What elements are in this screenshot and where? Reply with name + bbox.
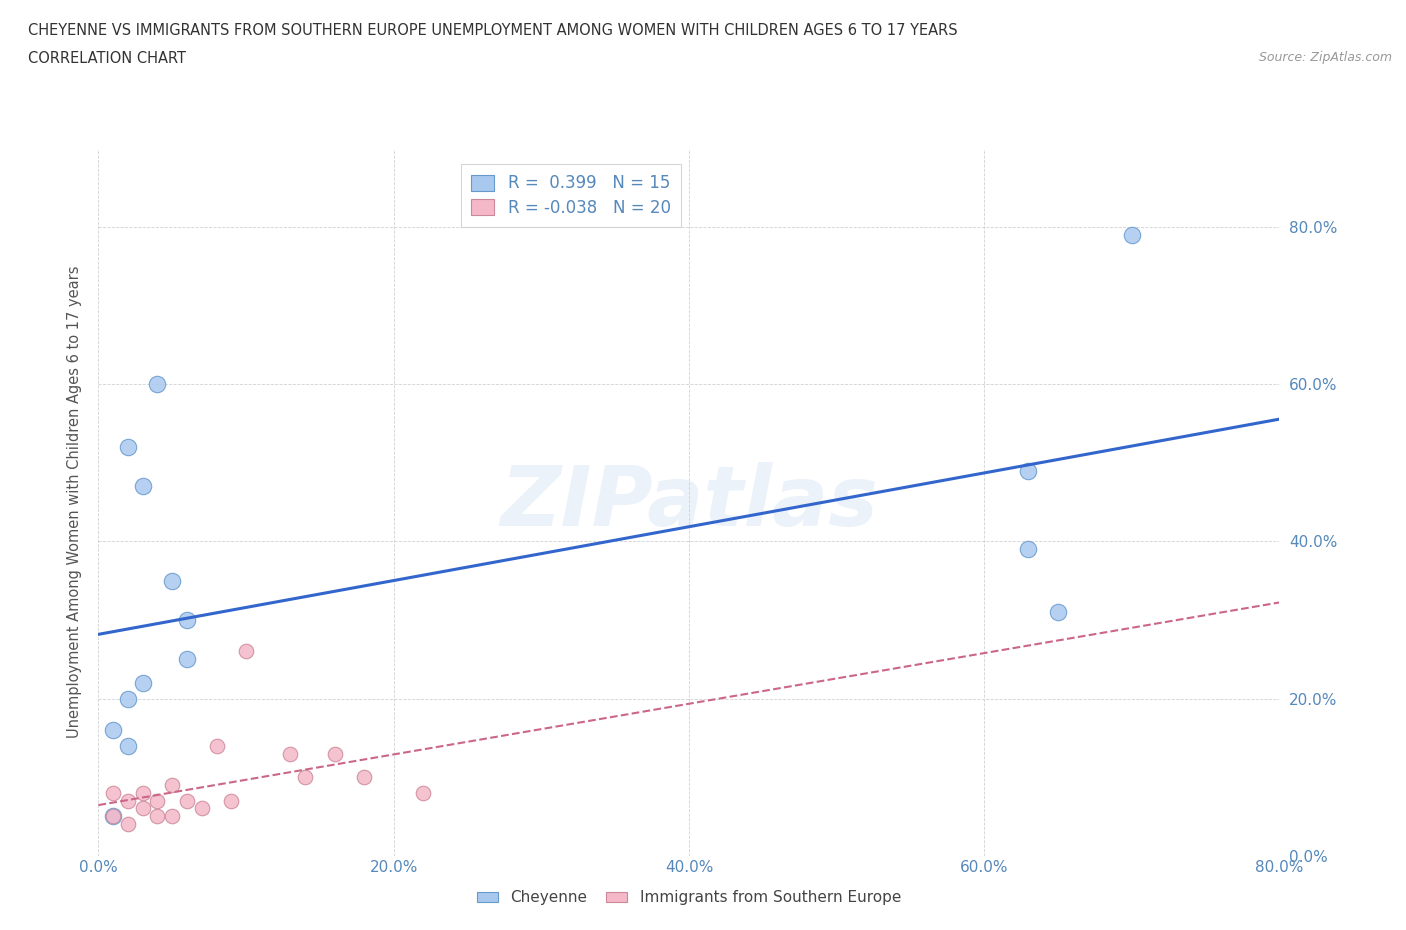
Point [146, 809, 169, 824]
Point [1121, 228, 1143, 243]
Point [117, 793, 139, 808]
Text: CHEYENNE VS IMMIGRANTS FROM SOUTHERN EUROPE UNEMPLOYMENT AMONG WOMEN WITH CHILDR: CHEYENNE VS IMMIGRANTS FROM SOUTHERN EUR… [28, 23, 957, 38]
Point [132, 785, 155, 800]
Point [103, 723, 125, 737]
Point [176, 652, 198, 667]
Point [205, 738, 228, 753]
Point [117, 817, 139, 831]
Point [412, 785, 434, 800]
Point [146, 793, 169, 808]
Point [162, 809, 183, 824]
Text: ZIPatlas: ZIPatlas [501, 461, 877, 543]
Point [117, 738, 139, 753]
Point [103, 809, 125, 824]
Point [294, 770, 316, 785]
Point [353, 770, 375, 785]
Point [176, 793, 198, 808]
Point [1046, 604, 1069, 619]
Point [278, 746, 302, 761]
Point [103, 809, 125, 824]
Point [235, 644, 257, 658]
Point [1017, 542, 1039, 557]
Point [323, 746, 346, 761]
Point [132, 479, 155, 494]
Point [219, 793, 242, 808]
Point [132, 675, 155, 690]
Point [176, 613, 198, 628]
Y-axis label: Unemployment Among Women with Children Ages 6 to 17 years: Unemployment Among Women with Children A… [67, 266, 83, 738]
Text: Source: ZipAtlas.com: Source: ZipAtlas.com [1258, 51, 1392, 64]
Point [117, 440, 139, 455]
Legend: Cheyenne, Immigrants from Southern Europe: Cheyenne, Immigrants from Southern Europ… [471, 884, 907, 911]
Point [1017, 463, 1039, 478]
Point [103, 785, 125, 800]
Text: CORRELATION CHART: CORRELATION CHART [28, 51, 186, 66]
Point [162, 777, 183, 792]
Point [146, 377, 169, 392]
Point [191, 801, 214, 816]
Point [162, 573, 183, 588]
Point [117, 691, 139, 706]
Point [132, 801, 155, 816]
